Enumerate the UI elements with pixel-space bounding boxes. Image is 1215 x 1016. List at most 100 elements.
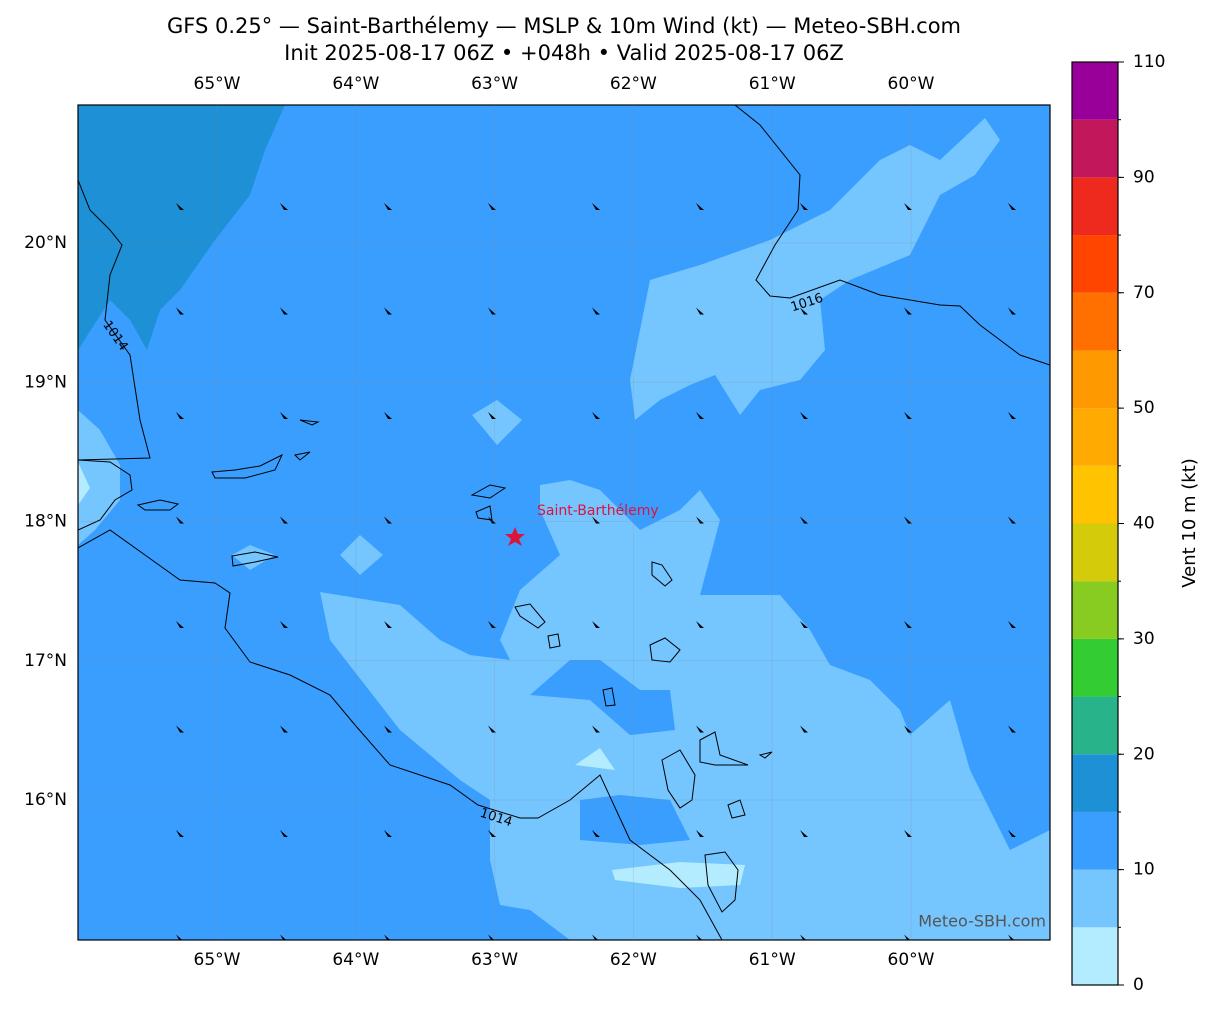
wind-arrow xyxy=(592,934,599,940)
isobars xyxy=(78,105,1050,940)
wind-arrow xyxy=(488,934,495,940)
wind-arrow xyxy=(800,725,808,733)
wind-arrow xyxy=(800,621,808,628)
wind-arrow xyxy=(904,307,912,315)
wind-arrow xyxy=(488,621,496,628)
wind-arrow xyxy=(384,934,391,940)
wind-arrow xyxy=(488,307,496,315)
map-area: 1014 1016 1014 Saint-Barthélemy Meteo-SB… xyxy=(78,105,1050,940)
wind-arrow xyxy=(696,830,704,837)
lon-tick-label: 62°W xyxy=(610,74,657,94)
wind-arrow xyxy=(904,725,912,733)
wind-arrow xyxy=(904,516,912,524)
wind-arrow xyxy=(592,621,600,628)
wind-fill-5-10 xyxy=(78,118,1050,940)
place-label: Saint-Barthélemy xyxy=(537,503,659,519)
lon-tick-label: 65°W xyxy=(194,74,241,94)
lon-tick-label: 63°W xyxy=(471,950,518,970)
graticule: 65°W 65°W 64°W 64°W 63°W 63°W 62°W 62°W 61°W 61°W… xyxy=(24,74,1050,970)
wind-arrow xyxy=(176,203,184,210)
wind-arrow xyxy=(800,516,808,524)
lon-tick-label: 62°W xyxy=(610,950,657,970)
wind-arrow xyxy=(696,725,704,733)
wind-fill-0-5 xyxy=(78,462,745,888)
colorbar-band xyxy=(1072,292,1118,351)
wind-arrow xyxy=(696,516,704,524)
wind-arrow xyxy=(488,830,496,837)
wind-arrow xyxy=(384,516,392,524)
wind-arrow xyxy=(176,516,184,524)
colorbar: 0 10 20 30 40 50 70 90 110 xyxy=(1071,52,1165,995)
wind-arrow xyxy=(280,934,287,940)
wind-arrow xyxy=(800,412,808,419)
wind-fill-10-15-pockets xyxy=(530,660,690,845)
lat-tick-label: 16°N xyxy=(24,790,67,810)
wind-arrow xyxy=(488,203,496,210)
colorbar-band xyxy=(1072,638,1118,697)
lon-tick-label: 60°W xyxy=(888,950,935,970)
lon-tick-label: 64°W xyxy=(332,950,379,970)
wind-arrow xyxy=(592,830,600,837)
colorbar-band xyxy=(1072,408,1118,466)
colorbar-band xyxy=(1072,465,1118,524)
colorbar-tick-label: 90 xyxy=(1133,167,1155,187)
wind-arrow xyxy=(384,203,392,210)
wind-arrow xyxy=(176,307,184,315)
wind-arrow xyxy=(384,725,392,733)
wind-arrow xyxy=(384,830,392,837)
colorbar-tick-label: 0 xyxy=(1133,975,1144,995)
wind-arrow xyxy=(176,934,183,940)
wind-arrow xyxy=(384,412,392,419)
wind-arrow xyxy=(1008,516,1016,524)
lon-tick-label: 63°W xyxy=(471,74,518,94)
title-line-1: GFS 0.25° — Saint-Barthélemy — MSLP & 10… xyxy=(167,14,961,38)
wind-arrow xyxy=(384,307,392,315)
wind-fill-15-20 xyxy=(78,105,285,350)
colorbar-band xyxy=(1072,235,1118,293)
colorbar-tick-label: 70 xyxy=(1133,283,1155,303)
wind-arrow xyxy=(384,621,392,628)
wind-arrow xyxy=(800,830,808,837)
wind-barbs xyxy=(176,203,1016,940)
wind-arrow xyxy=(176,830,184,837)
coastlines xyxy=(78,419,773,913)
colorbar-tick-label: 30 xyxy=(1133,629,1155,649)
lon-tick-label: 64°W xyxy=(332,74,379,94)
wind-arrow xyxy=(280,307,288,315)
colorbar-tick-label: 10 xyxy=(1133,860,1155,880)
lat-tick-label: 20°N xyxy=(24,233,67,253)
wind-arrow xyxy=(904,830,912,837)
wind-arrow xyxy=(904,203,912,210)
lon-tick-label: 65°W xyxy=(194,950,241,970)
colorbar-band xyxy=(1072,119,1118,178)
lon-tick-label: 61°W xyxy=(749,74,796,94)
place-marker xyxy=(505,527,525,546)
wind-arrow xyxy=(1008,934,1015,940)
colorbar-band xyxy=(1072,581,1118,639)
wind-arrow xyxy=(280,203,288,210)
wind-arrow xyxy=(800,934,807,940)
wind-arrow xyxy=(488,725,496,733)
colorbar-band xyxy=(1072,811,1118,870)
lat-tick-label: 18°N xyxy=(24,512,67,532)
wind-arrow xyxy=(696,412,704,419)
wind-arrow xyxy=(904,621,912,628)
wind-arrow xyxy=(488,412,496,419)
wind-arrow xyxy=(1008,203,1016,210)
wind-arrow xyxy=(592,307,600,315)
wind-arrow xyxy=(280,412,288,419)
wind-arrow xyxy=(592,516,600,524)
colorbar-band xyxy=(1072,62,1118,120)
colorbar-band xyxy=(1072,869,1118,928)
wind-arrow xyxy=(904,934,911,940)
colorbar-tick-label: 110 xyxy=(1133,52,1165,72)
wind-arrow xyxy=(280,516,288,524)
colorbar-band xyxy=(1072,754,1118,812)
wind-arrow xyxy=(1008,725,1016,733)
wind-arrow xyxy=(280,621,288,628)
colorbar-band xyxy=(1072,350,1118,409)
title-line-2: Init 2025-08-17 06Z • +048h • Valid 2025… xyxy=(284,41,844,65)
colorbar-label: Vent 10 m (kt) xyxy=(1179,458,1200,588)
